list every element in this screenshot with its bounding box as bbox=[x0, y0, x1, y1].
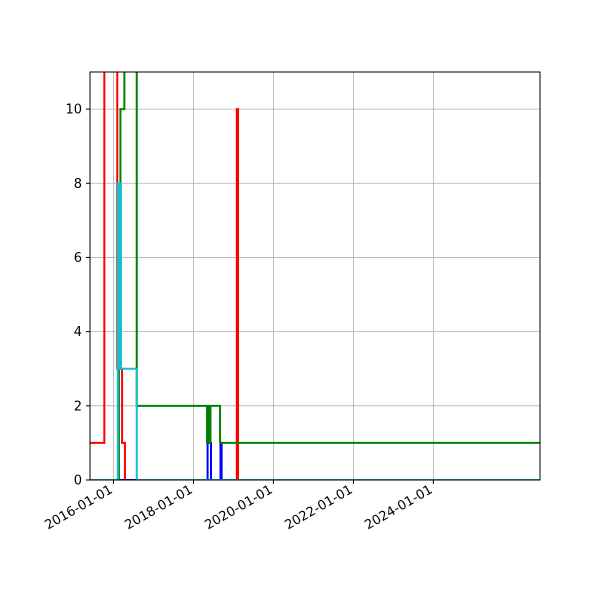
y-tick-label: 8 bbox=[74, 177, 82, 192]
y-tick-label: 4 bbox=[74, 325, 82, 340]
series-group bbox=[90, 72, 540, 480]
x-tick-label: 2016-01-01 bbox=[42, 482, 115, 533]
axes-frame bbox=[89, 71, 541, 481]
x-tick-label: 2024-01-01 bbox=[362, 482, 435, 533]
y-tick-label: 0 bbox=[74, 474, 82, 489]
series-line-2 bbox=[90, 441, 540, 480]
plot-background bbox=[90, 72, 540, 480]
x-axis: 2016-01-01 2018-01-01 2020-01-01 2022-01-01… bbox=[42, 480, 435, 533]
series-line-4 bbox=[90, 182, 540, 480]
y-tick-label: 2 bbox=[74, 399, 82, 414]
y-axis: 0 2 4 6 8 10 bbox=[65, 103, 90, 489]
x-tick-label: 2018-01-01 bbox=[123, 482, 196, 533]
x-tick-label: 2020-01-01 bbox=[202, 482, 275, 533]
series-line-1 bbox=[90, 72, 540, 480]
x-tick-label: 2022-01-01 bbox=[282, 482, 355, 533]
y-tick-label: 6 bbox=[74, 251, 82, 266]
y-tick-label: 10 bbox=[65, 103, 82, 118]
